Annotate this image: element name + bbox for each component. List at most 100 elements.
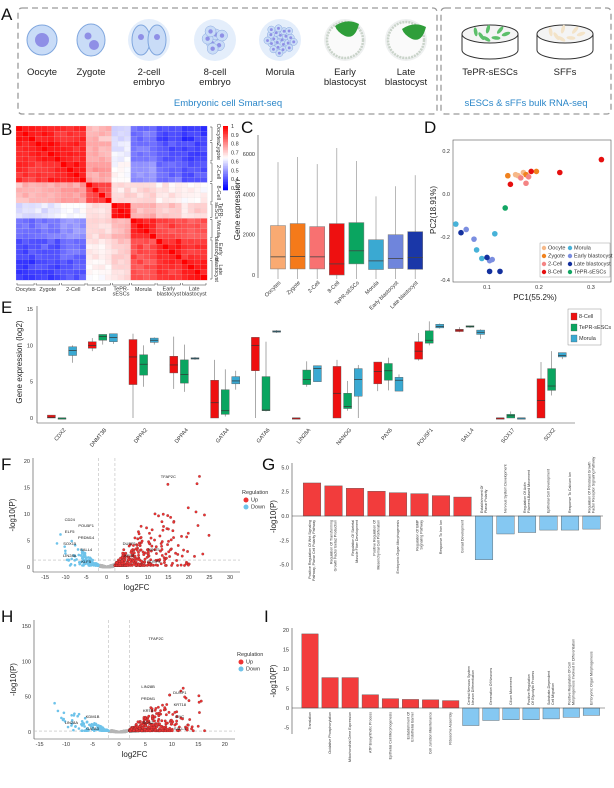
heatmap-cell bbox=[187, 254, 195, 260]
heatmap-cell bbox=[66, 243, 74, 250]
heatmap-cell bbox=[54, 208, 61, 214]
legend-label: 2-Cell bbox=[548, 262, 562, 268]
term-label: Positive Regulation Of Wnt SignalingPath… bbox=[308, 520, 316, 581]
colorbar-segment bbox=[223, 188, 228, 191]
volcano-point-down bbox=[86, 559, 90, 562]
heatmap-cell bbox=[162, 172, 170, 178]
heatmap-cell bbox=[149, 151, 157, 158]
col-group-bracket bbox=[182, 283, 207, 286]
volcano-point-down bbox=[80, 550, 84, 554]
heatmap-cell bbox=[105, 141, 112, 147]
legend-marker bbox=[567, 253, 573, 259]
heatmap-cell bbox=[143, 259, 150, 265]
heatmap-cell bbox=[60, 243, 68, 250]
heatmap-cell bbox=[54, 192, 61, 199]
heatmap-cell bbox=[181, 254, 189, 260]
x-tick-label: NANOG bbox=[336, 427, 354, 446]
heatmap-cell bbox=[54, 238, 61, 245]
volcano-point-up bbox=[186, 550, 189, 553]
heatmap-cell bbox=[200, 125, 208, 132]
volcano-point-down bbox=[106, 729, 110, 733]
heatmap-cell bbox=[143, 187, 150, 194]
volcano-point-up bbox=[183, 695, 187, 699]
heatmap-cell bbox=[124, 151, 131, 158]
heatmap-cell bbox=[98, 274, 106, 281]
heatmap-cell bbox=[105, 182, 112, 188]
heatmap-cell bbox=[200, 151, 208, 158]
heatmap-cell bbox=[98, 125, 106, 132]
colorbar-tick-label: 0.9 bbox=[231, 133, 239, 139]
heatmap-cell bbox=[181, 197, 189, 204]
x-tick-label: DPPA4 bbox=[174, 427, 190, 444]
legend-marker bbox=[567, 245, 573, 251]
x-tick-label: 2-Cell bbox=[307, 280, 321, 294]
volcano-point-up bbox=[139, 536, 143, 539]
volcano-point-up bbox=[149, 536, 153, 540]
volcano-point-up bbox=[133, 554, 137, 558]
heatmap-cell bbox=[35, 264, 42, 271]
box bbox=[98, 334, 108, 341]
volcano-point-up bbox=[120, 559, 124, 563]
heatmap-cell bbox=[194, 151, 201, 158]
legend-marker bbox=[238, 659, 244, 665]
heatmap-cell bbox=[155, 269, 163, 276]
bar-down bbox=[474, 515, 494, 560]
heatmap-cell bbox=[136, 141, 144, 147]
heatmap-cell bbox=[98, 151, 106, 158]
heatmap-cell bbox=[124, 156, 131, 163]
heatmap-cell bbox=[117, 202, 125, 209]
heatmap-cell bbox=[105, 264, 112, 271]
volcano-point-down bbox=[79, 560, 83, 564]
nucleus-icon bbox=[278, 33, 282, 37]
y-tick-label: -2.5 bbox=[280, 538, 289, 544]
heatmap-cell bbox=[194, 156, 201, 163]
legend-label: Oocyte bbox=[548, 246, 565, 252]
heatmap-cell bbox=[79, 238, 87, 245]
heatmap-cell bbox=[181, 166, 189, 173]
volcano-point-down bbox=[91, 558, 94, 562]
y-tick-label: 20 bbox=[283, 628, 289, 634]
heatmap-cell bbox=[149, 202, 157, 209]
heatmap-cell bbox=[181, 187, 189, 194]
pca-point bbox=[492, 230, 498, 237]
heatmap-cell bbox=[105, 151, 112, 158]
heatmap-cell bbox=[47, 208, 55, 214]
volcano-point-down bbox=[94, 564, 97, 567]
stage-label: embryo bbox=[199, 77, 231, 88]
volcano-point-ns bbox=[113, 730, 117, 733]
volcano-point-up bbox=[171, 713, 175, 716]
heatmap-cell bbox=[15, 141, 23, 147]
heatmap-cell bbox=[79, 161, 87, 168]
heatmap-cell bbox=[79, 264, 87, 271]
colorbar-segment bbox=[223, 143, 228, 146]
heatmap-cell bbox=[92, 243, 100, 250]
col-group-label: Morula bbox=[135, 287, 153, 293]
heatmap-cell bbox=[54, 269, 61, 276]
heatmap-cell bbox=[117, 218, 125, 224]
heatmap-cell bbox=[35, 192, 42, 199]
volcano-point-up bbox=[176, 553, 180, 556]
heatmap-cell bbox=[149, 156, 157, 163]
heatmap-cell bbox=[98, 156, 106, 163]
volcano-point-up bbox=[153, 715, 157, 719]
bar-up bbox=[341, 677, 359, 709]
pca-point bbox=[598, 156, 605, 163]
heatmap-cell bbox=[111, 238, 119, 245]
heatmap-cell bbox=[181, 228, 189, 235]
heatmap-cell bbox=[111, 192, 119, 199]
heatmap-cell bbox=[98, 197, 106, 204]
heatmap-cell bbox=[79, 228, 87, 235]
y-tick-label: 50 bbox=[25, 695, 31, 701]
volcano-point-down bbox=[93, 561, 97, 565]
heatmap-cell bbox=[92, 182, 100, 188]
volcano-point-up bbox=[146, 720, 149, 724]
heatmap-cell bbox=[194, 177, 201, 183]
heatmap-cell bbox=[200, 182, 208, 188]
heatmap-cell bbox=[41, 208, 49, 214]
heatmap-cell bbox=[60, 141, 68, 147]
heatmap-cell bbox=[143, 223, 150, 229]
pca-point bbox=[525, 174, 532, 180]
heatmap-cell bbox=[79, 141, 87, 147]
heatmap-cell bbox=[130, 161, 138, 168]
heatmap-cell bbox=[155, 151, 163, 158]
